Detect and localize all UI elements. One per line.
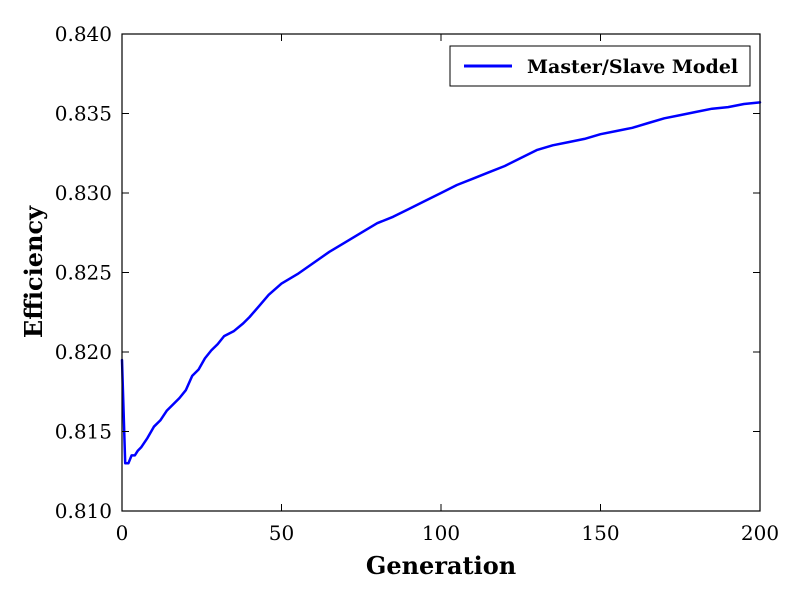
y-axis: 0.810 0.815 0.820 0.825 0.830 0.835 0.840	[55, 22, 760, 523]
x-axis: 0 50 100 150 200	[116, 34, 779, 545]
y-tick-label: 0.825	[55, 261, 112, 285]
x-tick-label: 50	[269, 521, 294, 545]
x-tick-label: 150	[581, 521, 619, 545]
y-axis-title: Efficiency	[19, 205, 48, 338]
legend: Master/Slave Model	[449, 45, 751, 87]
y-tick-label: 0.815	[55, 420, 112, 444]
y-tick-label: 0.830	[55, 181, 112, 205]
series-layer	[120, 101, 762, 465]
x-tick-label: 200	[741, 521, 779, 545]
x-tick-label: 0	[116, 521, 129, 545]
y-tick-label: 0.810	[55, 499, 112, 523]
x-tick-label: 100	[422, 521, 460, 545]
y-tick-label: 0.840	[55, 22, 112, 46]
series-line-master-slave-model	[120, 101, 762, 465]
legend-label-master-slave-model: Master/Slave Model	[527, 56, 738, 78]
x-axis-title: Generation	[366, 551, 516, 580]
y-tick-label: 0.820	[55, 340, 112, 364]
y-tick-label: 0.835	[55, 102, 112, 126]
